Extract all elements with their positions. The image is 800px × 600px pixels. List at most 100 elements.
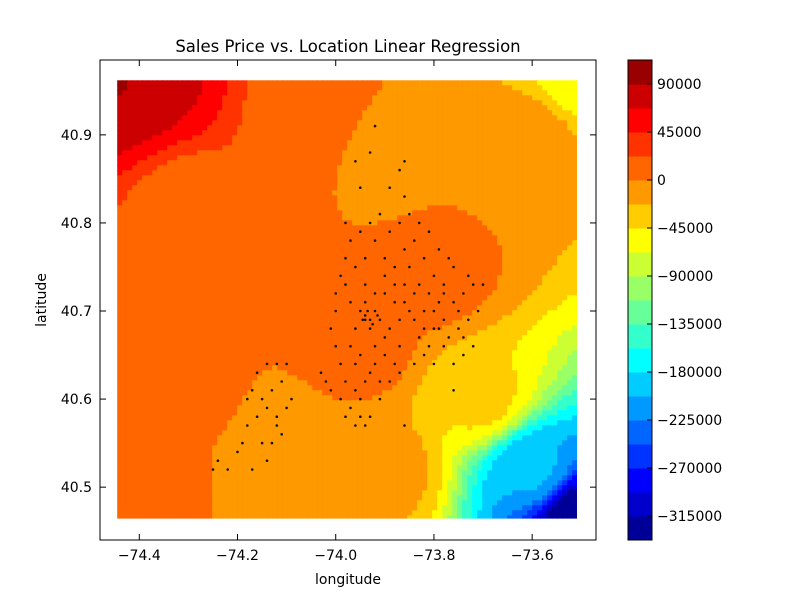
contour-cell xyxy=(302,115,308,121)
contour-cell xyxy=(337,80,343,86)
contour-cell xyxy=(227,255,233,261)
contour-cell xyxy=(352,205,358,211)
contour-cell xyxy=(277,225,283,231)
contour-cell xyxy=(327,170,333,176)
contour-cell xyxy=(357,255,363,261)
contour-cell xyxy=(462,290,468,296)
contour-cell xyxy=(227,155,233,161)
contour-cell xyxy=(262,230,268,236)
contour-cell xyxy=(512,205,518,211)
contour-cell xyxy=(302,225,308,231)
contour-cell xyxy=(462,210,468,216)
contour-cell xyxy=(337,315,343,321)
contour-cell xyxy=(567,320,573,326)
contour-cell xyxy=(452,235,458,241)
contour-cell xyxy=(407,125,413,131)
contour-cell xyxy=(117,125,123,131)
contour-cell xyxy=(542,330,548,336)
contour-cell xyxy=(277,105,283,111)
contour-cell xyxy=(252,180,258,186)
contour-cell xyxy=(492,160,498,166)
contour-cell xyxy=(387,310,393,316)
contour-cell xyxy=(257,235,263,241)
contour-cell xyxy=(357,210,363,216)
contour-cell xyxy=(277,335,283,341)
contour-cell xyxy=(477,180,483,186)
contour-cell xyxy=(567,110,573,116)
contour-cell xyxy=(457,205,463,211)
contour-cell xyxy=(297,320,303,326)
contour-cell xyxy=(347,170,353,176)
contour-cell xyxy=(287,90,293,96)
contour-cell xyxy=(462,200,468,206)
contour-cell xyxy=(292,180,298,186)
contour-cell xyxy=(367,255,373,261)
contour-cell xyxy=(232,275,238,281)
contour-cell xyxy=(362,205,368,211)
contour-cell xyxy=(392,320,398,326)
contour-cell xyxy=(572,80,577,86)
contour-cell xyxy=(382,245,388,251)
contour-cell xyxy=(492,325,498,331)
contour-cell xyxy=(547,155,553,161)
contour-cell xyxy=(502,100,508,106)
contour-cell xyxy=(507,205,513,211)
contour-cell xyxy=(477,265,483,271)
contour-cell xyxy=(212,265,218,271)
contour-cell xyxy=(312,110,318,116)
contour-cell xyxy=(527,95,533,101)
contour-cell xyxy=(207,340,213,346)
contour-cell xyxy=(277,235,283,241)
contour-cell xyxy=(412,230,418,236)
contour-cell xyxy=(487,340,493,346)
contour-cell xyxy=(572,310,577,316)
contour-cell xyxy=(162,105,168,111)
contour-cell xyxy=(327,330,333,336)
contour-cell xyxy=(192,135,198,141)
contour-cell xyxy=(547,140,553,146)
contour-cell xyxy=(307,120,313,126)
contour-cell xyxy=(437,230,443,236)
contour-cell xyxy=(347,285,353,291)
contour-cell xyxy=(172,140,178,146)
contour-cell xyxy=(257,160,263,166)
contour-cell xyxy=(547,90,553,96)
contour-cell xyxy=(497,90,503,96)
contour-cell xyxy=(557,135,563,141)
contour-cell xyxy=(372,225,378,231)
contour-cell xyxy=(312,210,318,216)
contour-cell xyxy=(117,140,123,146)
contour-cell xyxy=(157,255,163,261)
contour-cell xyxy=(327,335,333,341)
contour-cell xyxy=(142,260,148,266)
contour-cell xyxy=(347,115,353,121)
contour-cell xyxy=(417,270,423,276)
contour-cell xyxy=(197,150,203,156)
contour-cell xyxy=(167,195,173,201)
contour-cell xyxy=(197,240,203,246)
contour-cell xyxy=(127,205,133,211)
contour-cell xyxy=(507,175,513,181)
contour-cell xyxy=(452,205,458,211)
contour-cell xyxy=(182,100,188,106)
contour-cell xyxy=(442,180,448,186)
contour-cell xyxy=(322,245,328,251)
contour-cell xyxy=(492,265,498,271)
contour-cell xyxy=(127,130,133,136)
contour-cell xyxy=(367,170,373,176)
contour-cell xyxy=(317,235,323,241)
contour-cell xyxy=(177,320,183,326)
contour-cell xyxy=(552,220,558,226)
contour-cell xyxy=(417,120,423,126)
contour-cell xyxy=(522,95,528,101)
contour-cell xyxy=(182,320,188,326)
contour-cell xyxy=(412,265,418,271)
contour-cell xyxy=(167,310,173,316)
contour-cell xyxy=(482,115,488,121)
contour-cell xyxy=(507,225,513,231)
contour-cell xyxy=(337,250,343,256)
contour-cell xyxy=(382,135,388,141)
contour-cell xyxy=(407,195,413,201)
contour-cell xyxy=(492,85,498,91)
contour-cell xyxy=(147,295,153,301)
